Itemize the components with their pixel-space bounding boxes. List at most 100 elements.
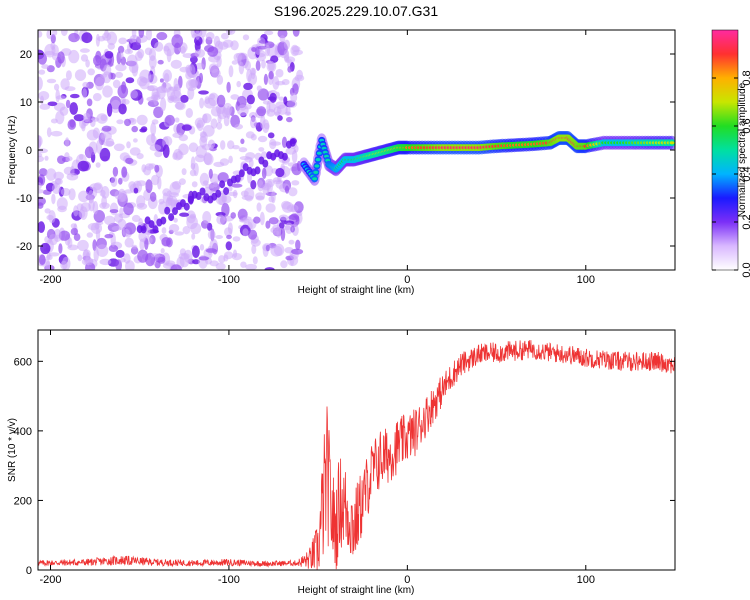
noise-streak-blob (164, 206, 171, 215)
noise-streak-blob (199, 187, 206, 196)
noise-blob (199, 244, 205, 251)
noise-streak-blob (140, 225, 147, 234)
noise-blob (238, 147, 248, 153)
noise-blob (150, 191, 157, 202)
noise-blob (291, 248, 304, 255)
noise-blob (286, 204, 299, 212)
noise-blob (288, 239, 295, 245)
noise-blob (236, 80, 241, 88)
noise-blob (115, 249, 125, 258)
noise-blob (44, 155, 49, 161)
noise-blob (101, 133, 107, 139)
noise-streak-blob (234, 174, 241, 183)
noise-blob (87, 68, 95, 76)
noise-blob (48, 252, 60, 257)
noise-blob (281, 136, 288, 148)
spectrogram-y-tick-label: 20 (20, 49, 32, 61)
noise-blob (58, 243, 63, 254)
noise-blob (246, 94, 255, 105)
noise-blob (168, 224, 180, 233)
noise-streak-blob (254, 166, 261, 175)
spectrogram-x-tick-label: 0 (404, 274, 410, 286)
noise-blob (286, 99, 298, 108)
noise-blob (243, 82, 253, 90)
colorbar-tick-label: 0.6 (741, 118, 750, 133)
noise-blob (273, 243, 285, 256)
noise-blob (157, 176, 162, 190)
colorbar-tick-label: 0.8 (741, 70, 750, 85)
snr-y-axis-title: SNR (10 * v/v) (7, 418, 18, 482)
noise-blob (95, 76, 104, 91)
noise-blob (228, 65, 234, 78)
noise-blob (82, 81, 89, 88)
noise-blob (61, 256, 71, 270)
noise-blob (45, 254, 53, 261)
noise-blob (169, 181, 181, 196)
noise-blob (99, 147, 111, 162)
noise-blob (283, 39, 290, 50)
noise-blob (164, 114, 175, 126)
noise-blob (112, 166, 119, 177)
snr-y-ticks: 0 200 400 600 (14, 356, 675, 577)
noise-blob (47, 101, 58, 107)
noise-streak-blob (262, 159, 269, 168)
noise-blob (167, 95, 175, 104)
noise-blob (185, 108, 193, 118)
noise-blob (130, 89, 138, 99)
noise-blob (200, 30, 207, 38)
noise-blob (119, 258, 126, 263)
noise-blob (269, 92, 277, 103)
noise-blob (217, 114, 222, 124)
noise-blob (60, 78, 70, 90)
noise-blob (38, 196, 46, 206)
spectrogram-y-ticks: -20 -10 0 10 20 (16, 49, 675, 253)
noise-blob (156, 31, 168, 41)
noise-blob (119, 207, 124, 216)
noise-blob (150, 122, 157, 136)
noise-blob (136, 195, 146, 208)
noise-blob (117, 218, 127, 231)
noise-blob (275, 167, 285, 178)
noise-blob (255, 60, 261, 71)
signal-core (669, 141, 675, 145)
noise-blob (102, 140, 115, 147)
noise-blob (181, 124, 192, 131)
noise-blob (268, 60, 275, 72)
noise-blob (125, 77, 135, 84)
noise-blob (65, 137, 70, 148)
noise-blob (286, 116, 293, 123)
noise-blob (292, 30, 300, 37)
noise-blob (102, 71, 112, 84)
noise-blob (87, 222, 100, 231)
noise-blob (79, 48, 90, 53)
noise-blob (52, 30, 58, 36)
noise-blob (202, 211, 212, 224)
noise-blob (38, 76, 43, 91)
noise-blob (78, 190, 90, 203)
noise-blob (65, 70, 72, 81)
noise-blob (38, 69, 46, 75)
noise-blob (48, 210, 56, 224)
noise-blob (194, 49, 206, 58)
noise-blob (160, 97, 167, 112)
noise-blob (38, 52, 47, 65)
noise-blob (291, 180, 300, 186)
noise-streak-blob (195, 192, 202, 200)
noise-blob (201, 113, 212, 124)
noise-blob (261, 167, 267, 179)
noise-blob (146, 96, 157, 102)
noise-blob (129, 147, 141, 156)
noise-blob (67, 119, 77, 130)
colorbar-tick-label: 0.0 (741, 262, 750, 277)
noise-blob (179, 248, 186, 256)
noise-blob (280, 227, 286, 242)
noise-blob (88, 190, 94, 204)
noise-blob (125, 157, 134, 165)
noise-blob (273, 106, 282, 116)
noise-blob (86, 232, 94, 238)
noise-blob (251, 47, 257, 52)
noise-blob (279, 222, 285, 229)
noise-blob (104, 51, 114, 59)
noise-blob (250, 116, 257, 129)
noise-blob (57, 205, 67, 213)
